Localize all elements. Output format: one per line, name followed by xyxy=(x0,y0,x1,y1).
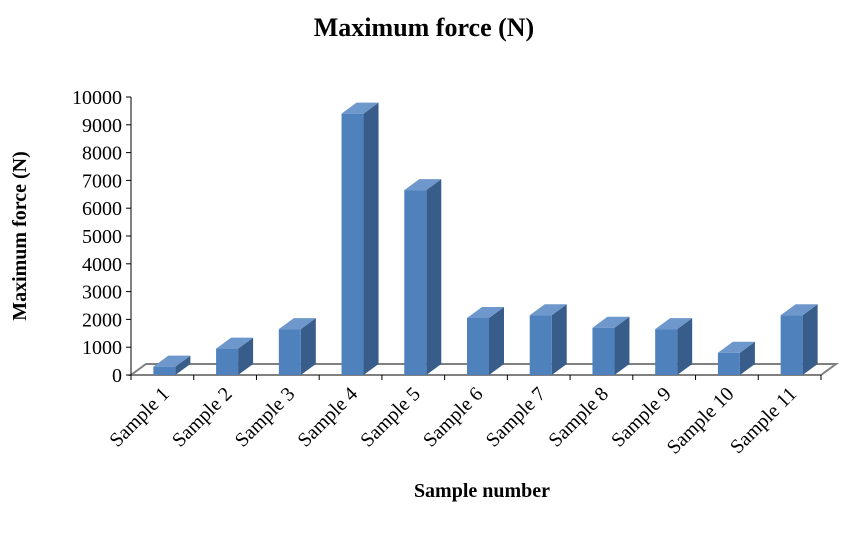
bar xyxy=(404,179,442,375)
bars xyxy=(153,102,818,376)
floor-plane xyxy=(127,363,840,376)
bar xyxy=(592,316,630,375)
bar-front-face xyxy=(655,329,678,375)
bar-side-face xyxy=(677,318,693,375)
x-tick-label: Sample 6 xyxy=(419,383,488,452)
bar-front-face xyxy=(467,318,489,375)
bar xyxy=(467,307,504,375)
y-tick-label: 3000 xyxy=(82,282,122,304)
bar-top-face xyxy=(153,355,191,367)
x-axis-title: Sample number xyxy=(414,480,550,502)
bar-front-face xyxy=(404,190,427,375)
x-tick-label: Sample 1 xyxy=(105,383,174,452)
bar-front-face xyxy=(717,352,740,375)
bar-front-face xyxy=(216,348,239,375)
x-tick-label: Sample 7 xyxy=(482,383,551,452)
bar-top-face xyxy=(529,304,567,316)
chart-title: Maximum force (N) xyxy=(314,13,534,42)
x-tick-label: Sample 2 xyxy=(168,383,237,452)
bar-side-face xyxy=(614,316,630,375)
y-tick-label: 0 xyxy=(112,365,122,387)
y-tick-label: 7000 xyxy=(82,170,122,192)
bar xyxy=(153,355,191,375)
bar-side-face xyxy=(551,304,567,375)
bar xyxy=(717,341,755,375)
bar xyxy=(780,304,818,375)
x-tick-label: Sample 11 xyxy=(726,383,801,458)
y-tick-label: 1000 xyxy=(82,337,122,359)
bar-front-face xyxy=(341,113,364,376)
x-tick-label: Sample 5 xyxy=(356,383,425,452)
y-tick-label: 9000 xyxy=(82,115,122,137)
bar-top-face xyxy=(467,307,504,319)
bar-side-face xyxy=(489,307,504,375)
bar-front-face xyxy=(592,327,615,375)
bar xyxy=(529,304,567,375)
bar-side-face xyxy=(175,355,191,375)
x-tick-label: Sample 4 xyxy=(293,383,362,452)
bar-front-face xyxy=(278,329,301,375)
bar-front-face xyxy=(153,366,176,375)
bar-top-face xyxy=(216,337,254,349)
y-tick-label: 2000 xyxy=(82,309,122,331)
bar xyxy=(216,337,254,375)
bar-front-face xyxy=(529,315,552,375)
y-tick-label: 4000 xyxy=(82,254,122,276)
bar xyxy=(655,318,693,375)
y-tick-label: 6000 xyxy=(82,198,122,220)
bar-side-face xyxy=(426,179,442,375)
bar-side-face xyxy=(363,102,379,376)
bar-top-face xyxy=(341,102,379,114)
bar-side-face xyxy=(802,304,818,375)
bar-side-face xyxy=(739,341,755,375)
y-tick-label: 10000 xyxy=(72,87,122,109)
x-tick-label: Sample 3 xyxy=(231,383,300,452)
bar-top-face xyxy=(278,318,316,330)
bar xyxy=(278,318,316,375)
bar xyxy=(341,102,379,376)
bar-top-face xyxy=(780,304,818,316)
bar-side-face xyxy=(238,337,254,375)
bar-top-face xyxy=(592,316,630,328)
x-tick-label: Sample 10 xyxy=(663,383,739,459)
bar-top-face xyxy=(655,318,693,330)
bar-front-face xyxy=(780,315,803,375)
axes xyxy=(126,96,840,380)
y-axis-title: Maximum force (N) xyxy=(9,151,31,321)
y-tick-label: 8000 xyxy=(82,143,122,165)
bar-top-face xyxy=(404,179,442,191)
bar-side-face xyxy=(300,318,316,375)
bar-top-face xyxy=(717,341,755,353)
y-tick-label: 5000 xyxy=(82,226,122,248)
x-tick-label: Sample 8 xyxy=(544,383,613,452)
